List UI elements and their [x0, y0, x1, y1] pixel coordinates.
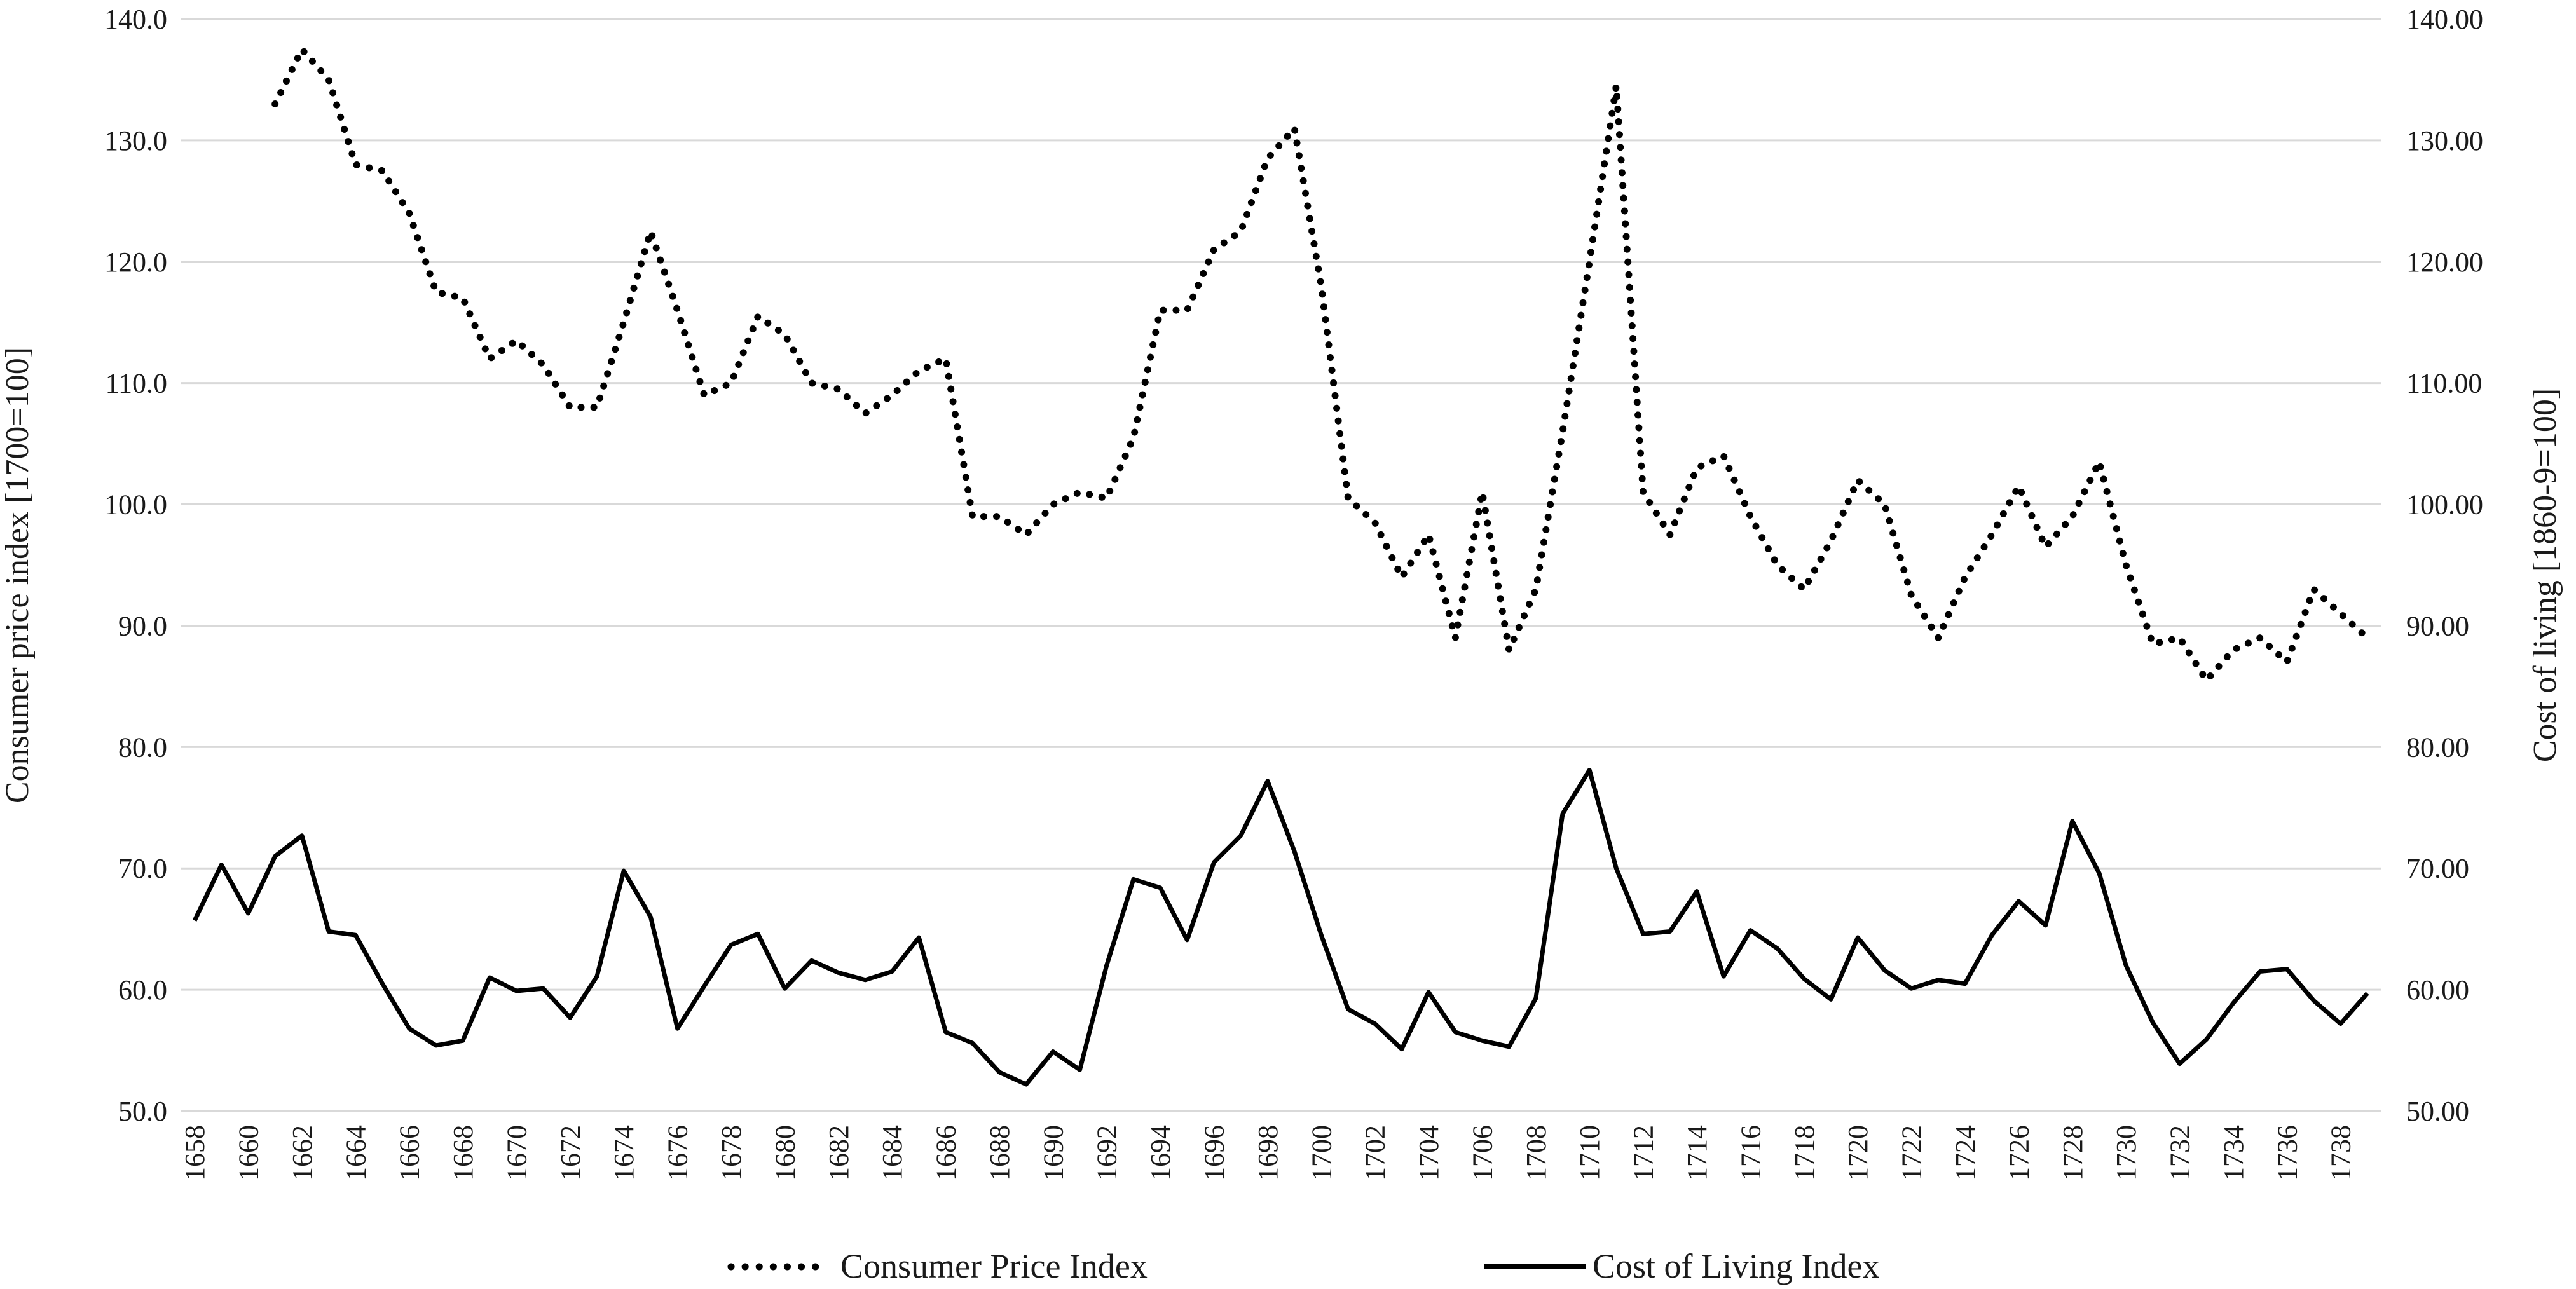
left-y-tick-label: 140.0: [104, 4, 167, 35]
x-tick-label: 1706: [1467, 1125, 1498, 1181]
legend-label-consumer-price-index: Consumer Price Index: [840, 1247, 1148, 1285]
x-tick-label: 1682: [823, 1125, 854, 1181]
x-tick-label: 1722: [1896, 1125, 1928, 1181]
x-tick-label: 1726: [2003, 1125, 2034, 1181]
left-y-tick-label: 90.0: [118, 610, 167, 641]
x-tick-label: 1658: [179, 1125, 210, 1181]
x-tick-label: 1692: [1092, 1125, 1123, 1181]
x-tick-label: 1714: [1682, 1125, 1713, 1181]
x-tick-label: 1704: [1413, 1125, 1444, 1181]
x-tick-label: 1736: [2271, 1125, 2303, 1181]
left-y-tick-label: 100.0: [104, 489, 167, 521]
right-y-tick-label: 60.00: [2406, 974, 2469, 1006]
right-y-tick-label: 110.00: [2406, 368, 2482, 399]
x-tick-label: 1720: [1842, 1125, 1874, 1181]
x-tick-label: 1660: [233, 1125, 264, 1181]
x-tick-label: 1664: [340, 1125, 371, 1181]
left-y-tick-label: 50.0: [118, 1096, 167, 1127]
series-line-cost-of-living-index: [192, 768, 2369, 1087]
x-axis: 1658 1660 1662 1664 1666 1668 1670 1672 1674 1676…: [179, 1125, 2357, 1181]
x-tick-label: 1724: [1950, 1125, 1981, 1181]
legend: Consumer Price Index Cost of Living Inde…: [727, 1247, 1879, 1285]
x-tick-label: 1662: [287, 1125, 318, 1181]
x-tick-label: 1732: [2165, 1125, 2196, 1181]
right-y-tick-label: 120.00: [2406, 247, 2483, 278]
x-tick-label: 1702: [1360, 1125, 1391, 1181]
left-axis-title: Consumer price index [1700=100]: [0, 347, 36, 803]
x-tick-label: 1674: [608, 1125, 640, 1181]
right-y-tick-label: 140.00: [2406, 4, 2483, 35]
right-y-tick-label: 80.00: [2406, 732, 2469, 763]
x-tick-label: 1708: [1521, 1125, 1552, 1181]
right-y-tick-label: 130.00: [2406, 125, 2483, 156]
right-y-tick-label: 70.00: [2406, 853, 2469, 884]
x-tick-label: 1676: [662, 1125, 694, 1181]
x-tick-label: 1712: [1628, 1125, 1659, 1181]
series-line-consumer-price-index: [271, 46, 2371, 684]
x-tick-label: 1710: [1574, 1125, 1605, 1181]
right-axis-title: Cost of living [1860-9=100]: [2527, 388, 2563, 762]
left-y-tick-label: 130.0: [104, 125, 167, 156]
left-y-tick-label: 110.0: [106, 368, 167, 399]
x-tick-label: 1684: [877, 1125, 908, 1181]
x-tick-label: 1694: [1145, 1125, 1176, 1181]
x-tick-label: 1678: [716, 1125, 747, 1181]
right-y-tick-label: 50.00: [2406, 1096, 2469, 1127]
x-tick-label: 1738: [2326, 1125, 2357, 1181]
x-tick-label: 1688: [984, 1125, 1015, 1181]
left-y-tick-label: 60.0: [118, 974, 167, 1006]
x-tick-label: 1700: [1306, 1125, 1337, 1181]
x-tick-label: 1680: [769, 1125, 800, 1181]
x-tick-label: 1690: [1038, 1125, 1069, 1181]
x-tick-label: 1686: [931, 1125, 962, 1181]
right-y-axis: 50.00 60.00 70.00 80.00 90.00 100.00 110.00 120…: [2406, 4, 2483, 1127]
x-tick-label: 1716: [1735, 1125, 1766, 1181]
x-tick-label: 1698: [1252, 1125, 1284, 1181]
x-tick-label: 1730: [2111, 1125, 2142, 1181]
x-tick-label: 1728: [2057, 1125, 2088, 1181]
x-tick-label: 1668: [448, 1125, 479, 1181]
right-y-tick-label: 90.00: [2406, 610, 2469, 641]
x-tick-label: 1670: [501, 1125, 532, 1181]
x-tick-label: 1718: [1789, 1125, 1820, 1181]
series-lines: [192, 46, 2371, 1087]
legend-label-cost-of-living-index: Cost of Living Index: [1593, 1247, 1879, 1285]
left-y-tick-label: 70.0: [118, 853, 167, 884]
gridlines: [181, 18, 2381, 1112]
right-y-tick-label: 100.00: [2406, 489, 2483, 521]
x-tick-label: 1672: [555, 1125, 586, 1181]
left-y-tick-label: 120.0: [104, 247, 167, 278]
x-tick-label: 1734: [2218, 1125, 2249, 1181]
left-y-axis: 50.0 60.0 70.0 80.0 90.0 100.0 110.0 120.0 130.0…: [104, 4, 167, 1127]
x-tick-label: 1696: [1199, 1125, 1230, 1181]
left-y-tick-label: 80.0: [118, 732, 167, 763]
x-tick-label: 1666: [394, 1125, 425, 1181]
